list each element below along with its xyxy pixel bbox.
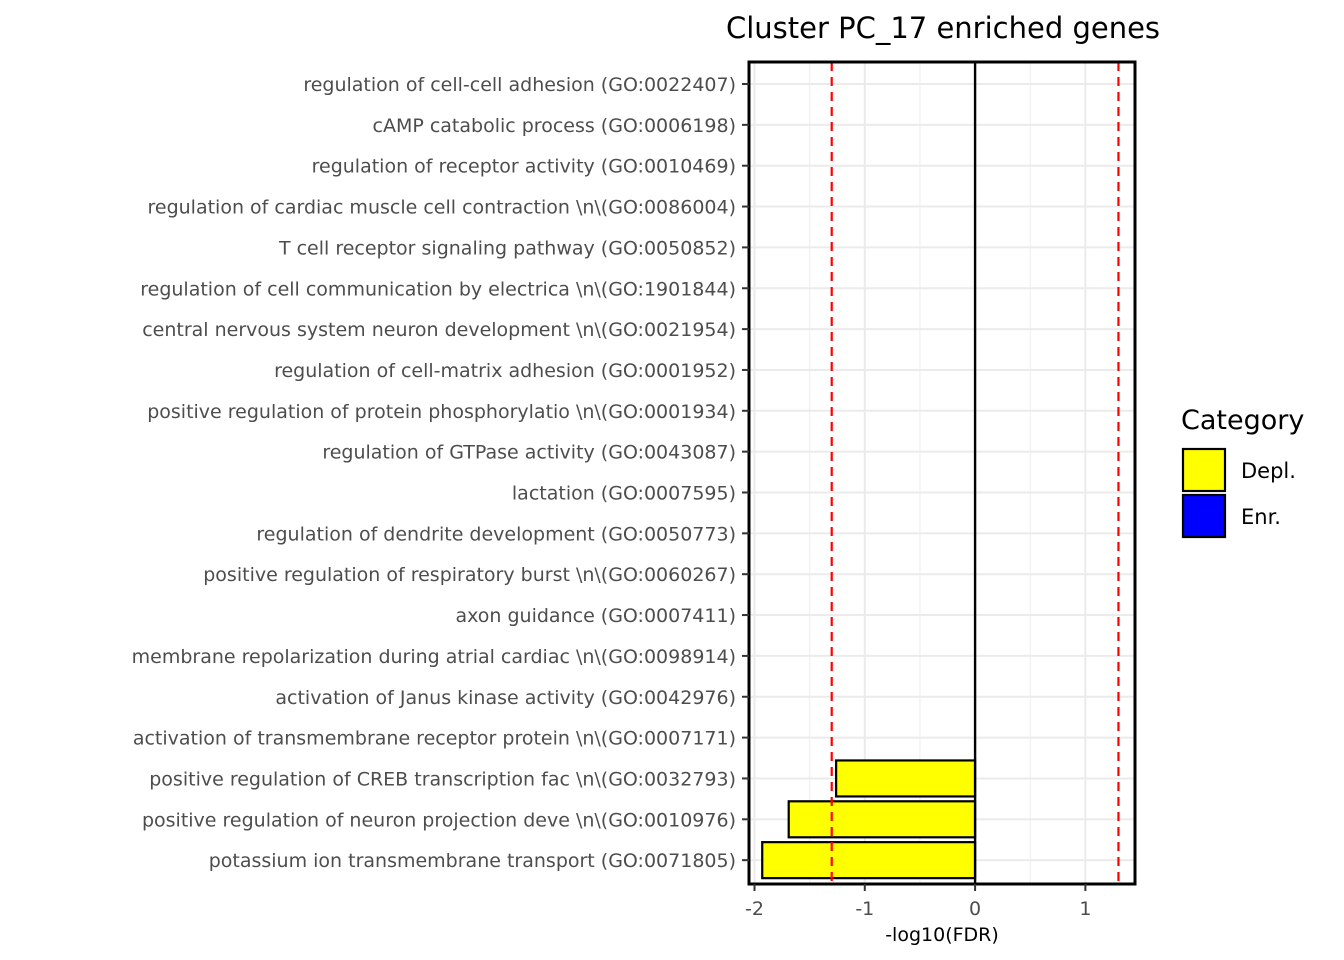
y-tick-label: regulation of receptor activity (GO:0010… xyxy=(312,156,736,178)
x-tick-label: -2 xyxy=(745,898,764,920)
legend-title: Category xyxy=(1181,405,1304,436)
y-tick-label: positive regulation of neuron projection… xyxy=(142,809,736,831)
reference-lines xyxy=(830,62,1120,884)
y-tick-label: lactation (GO:0007595) xyxy=(512,483,736,505)
bars xyxy=(761,759,977,880)
x-tick-label: 1 xyxy=(1079,898,1091,920)
y-tick-label: positive regulation of CREB transcriptio… xyxy=(149,768,736,790)
legend: Category Depl. Enr. xyxy=(1181,405,1304,539)
legend-swatch xyxy=(1181,447,1227,493)
y-tick-label: regulation of dendrite development (GO:0… xyxy=(256,523,736,545)
x-tick-label: -1 xyxy=(855,898,874,920)
y-tick-label: activation of transmembrane receptor pro… xyxy=(133,728,736,750)
y-tick-label: positive regulation of protein phosphory… xyxy=(147,401,736,423)
bar xyxy=(835,759,977,798)
legend-swatch xyxy=(1181,493,1227,539)
y-tick-label: regulation of cell-matrix adhesion (GO:0… xyxy=(274,360,736,382)
x-axis-title: -log10(FDR) xyxy=(885,924,999,946)
y-tick-label: cAMP catabolic process (GO:0006198) xyxy=(373,115,737,137)
legend-label: Depl. xyxy=(1241,459,1296,483)
x-axis-ticks: -2 -1 0 1 xyxy=(745,884,1091,920)
y-tick-label: potassium ion transmembrane transport (G… xyxy=(209,850,736,872)
legend-label: Enr. xyxy=(1241,505,1281,529)
y-tick-label: regulation of cell communication by elec… xyxy=(140,278,736,300)
y-tick-label: central nervous system neuron developmen… xyxy=(142,319,736,341)
plot-panel-border xyxy=(747,60,1137,886)
y-tick-label: regulation of GTPase activity (GO:004308… xyxy=(322,442,736,464)
y-tick-label: regulation of cardiac muscle cell contra… xyxy=(148,197,737,219)
bar xyxy=(761,841,977,880)
y-tick-label: T cell receptor signaling pathway (GO:00… xyxy=(278,237,736,259)
x-tick-label: 0 xyxy=(969,898,981,920)
y-tick-label: regulation of cell-cell adhesion (GO:002… xyxy=(303,74,736,96)
y-tick-label: activation of Janus kinase activity (GO:… xyxy=(275,687,736,709)
y-tick-label: membrane repolarization during atrial ca… xyxy=(132,646,736,668)
y-axis-labels: regulation of cell-cell adhesion (GO:002… xyxy=(132,74,749,872)
bar xyxy=(787,800,977,839)
y-tick-label: axon guidance (GO:0007411) xyxy=(455,605,736,627)
chart-title: Cluster PC_17 enriched genes xyxy=(726,11,1160,45)
y-tick-label: positive regulation of respiratory burst… xyxy=(203,564,736,586)
